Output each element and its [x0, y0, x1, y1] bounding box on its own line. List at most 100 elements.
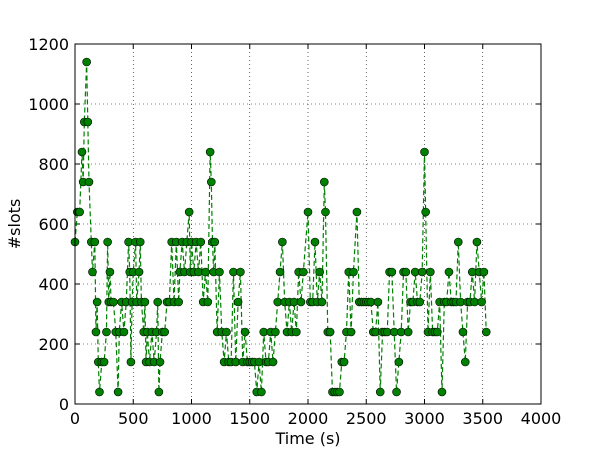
data-point [160, 327, 170, 337]
data-point [325, 327, 335, 337]
data-point [296, 297, 306, 307]
data-point [196, 237, 206, 247]
data-point [109, 297, 118, 307]
data-point [481, 327, 491, 337]
data-point [84, 177, 94, 187]
data-point [444, 267, 454, 277]
data-point [339, 357, 349, 367]
data-point [460, 357, 470, 367]
y-tick-label: 800 [38, 155, 69, 174]
data-point [201, 267, 210, 277]
data-point [310, 237, 320, 247]
data-point [91, 327, 101, 337]
data-point [155, 357, 165, 367]
data-point [394, 357, 404, 367]
data-point [268, 357, 278, 367]
data-point [75, 207, 84, 217]
data-point [299, 267, 308, 277]
data-point [140, 297, 150, 307]
y-tick-label: 1200 [28, 35, 69, 54]
data-point [346, 327, 356, 337]
data-point [373, 297, 383, 307]
data-point [392, 387, 401, 397]
data-point [271, 327, 280, 337]
data-point [236, 267, 245, 277]
data-point [433, 327, 442, 337]
data-point [479, 267, 489, 277]
data-point [349, 267, 358, 277]
data-point [134, 267, 144, 277]
data-point [352, 207, 362, 217]
data-point [257, 387, 266, 397]
data-point [154, 387, 164, 397]
data-point [375, 387, 385, 397]
data-point [99, 357, 109, 367]
data-point [303, 207, 313, 217]
data-point [102, 327, 111, 337]
x-axis-label: Time (s) [274, 429, 340, 448]
x-tick-label: 1000 [171, 409, 212, 428]
data-point [88, 267, 97, 277]
data-point [275, 267, 285, 277]
x-tick-label: 0 [70, 409, 80, 428]
x-tick-label: 2000 [288, 409, 329, 428]
x-tick-label: 3000 [404, 409, 445, 428]
data-point [278, 237, 287, 247]
data-point [233, 297, 243, 307]
data-point [174, 297, 183, 307]
data-point [437, 387, 447, 397]
data-point [401, 267, 411, 277]
data-point [222, 327, 231, 337]
data-point [420, 147, 429, 157]
data-point [119, 327, 129, 337]
y-tick-label: 400 [38, 275, 69, 294]
series-line [74, 61, 487, 393]
data-point [335, 387, 344, 397]
data-point [95, 387, 104, 397]
data-point [477, 297, 486, 307]
x-tick-label: 3500 [462, 409, 503, 428]
data-point [126, 357, 136, 367]
data-point [113, 387, 123, 397]
x-tick-label: 1500 [229, 409, 270, 428]
data-point [453, 237, 463, 247]
plot-frame [74, 43, 542, 405]
data-point [77, 147, 87, 157]
y-tick-label: 0 [59, 395, 69, 414]
data-point [207, 177, 216, 187]
data-point [321, 207, 330, 217]
x-tick-label: 500 [118, 409, 149, 428]
data-point [421, 207, 430, 217]
data-point [387, 267, 397, 277]
x-tick-label: 4000 [521, 409, 562, 428]
data-point [472, 237, 482, 247]
data-point [320, 177, 329, 187]
data-point [205, 147, 215, 157]
data-point [403, 327, 413, 337]
y-tick-label: 1000 [28, 95, 69, 114]
data-point [103, 237, 112, 247]
data-point [184, 207, 194, 217]
data-point [215, 267, 224, 277]
data-point [426, 267, 435, 277]
y-axis-label: #slots [5, 199, 24, 250]
data-point [210, 237, 220, 247]
x-tick-label: 2500 [346, 409, 387, 428]
data-point [82, 57, 91, 67]
data-point [105, 267, 115, 277]
data-point [135, 237, 145, 247]
data-point [240, 327, 250, 337]
y-tick-label: 600 [38, 215, 69, 234]
data-point [292, 327, 301, 337]
data-point [203, 297, 213, 307]
data-point [458, 327, 468, 337]
data-point [92, 297, 102, 307]
data-point [317, 297, 327, 307]
data-point [83, 117, 93, 127]
data-point [153, 297, 163, 307]
data-point [417, 267, 427, 277]
data-point [90, 237, 100, 247]
y-tick-label: 200 [38, 335, 69, 354]
